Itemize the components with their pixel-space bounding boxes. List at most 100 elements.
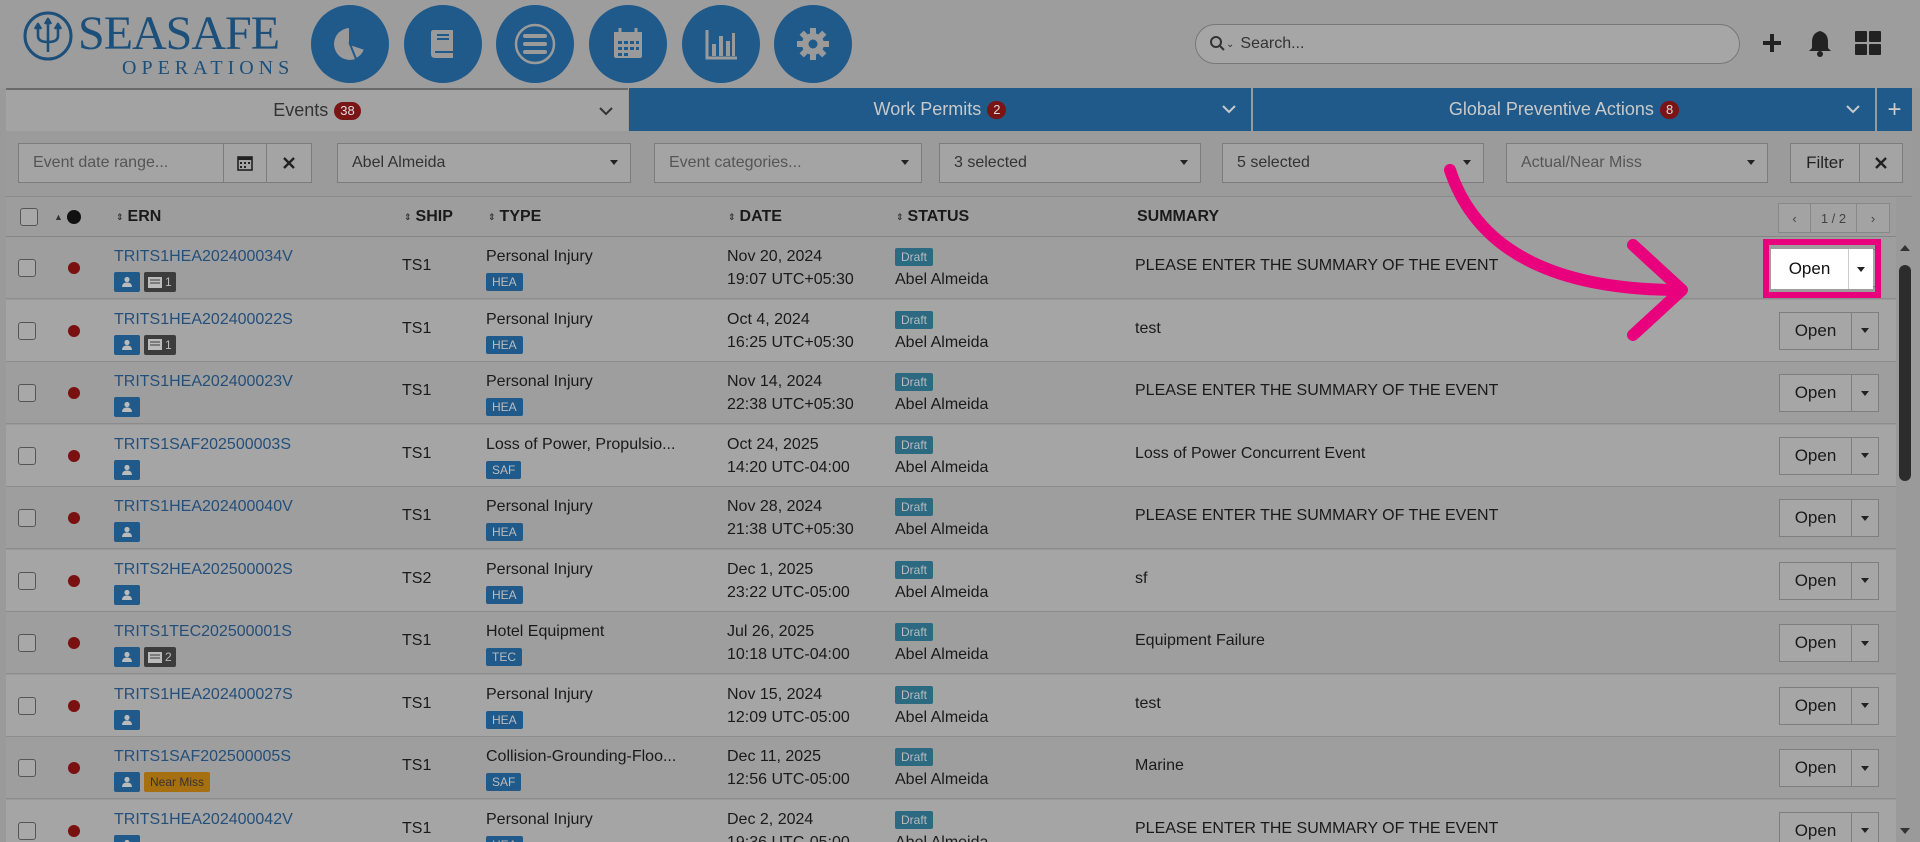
open-button[interactable]: Open <box>1780 375 1852 411</box>
open-dropdown-caret[interactable] <box>1852 375 1878 411</box>
open-button-group[interactable]: Open <box>1779 311 1879 350</box>
open-button[interactable]: Open <box>1780 562 1852 599</box>
comments-badge[interactable]: 1 <box>144 272 176 292</box>
event-categories-select[interactable]: Event categories... <box>654 143 922 183</box>
open-button[interactable]: Open <box>1780 437 1852 474</box>
row-checkbox[interactable] <box>18 509 36 527</box>
row-checkbox[interactable] <box>18 259 36 277</box>
add-tab-button[interactable]: + <box>1877 88 1912 131</box>
open-dropdown-caret[interactable] <box>1852 500 1878 536</box>
menu-nav-button[interactable] <box>496 5 574 83</box>
open-button-group[interactable]: Open <box>1779 436 1879 475</box>
table-row[interactable]: TRITS1TEC202500001S 2 TS1 Hotel Equipment TE… <box>6 612 1896 674</box>
open-button-group[interactable]: Open <box>1779 686 1879 725</box>
table-row[interactable]: TRITS1HEA202400022S 1 TS1 Personal Injury HE… <box>6 299 1896 362</box>
ern-link[interactable]: TRITS1SAF202500005S <box>114 748 291 765</box>
open-button[interactable]: Open <box>1780 500 1852 536</box>
seasafe-logo[interactable]: SEASAFE OPERATIONS <box>22 8 292 78</box>
settings-nav-button[interactable] <box>774 5 852 83</box>
open-button[interactable]: Open <box>1780 750 1852 786</box>
open-dropdown-caret[interactable] <box>1852 813 1878 842</box>
ern-link[interactable]: TRITS2HEA202500002S <box>114 560 293 578</box>
open-dropdown-caret[interactable] <box>1852 750 1878 786</box>
table-row[interactable]: TRITS1HEA202400027S TS1 Personal Injury HEA… <box>6 674 1896 737</box>
reports-nav-button[interactable] <box>682 5 760 83</box>
row-checkbox[interactable] <box>18 571 36 590</box>
open-button[interactable]: Open <box>1780 687 1852 724</box>
table-row[interactable]: TRITS1HEA202400040V TS1 Personal Injury HEA… <box>6 487 1896 549</box>
search-icon[interactable] <box>1208 34 1228 54</box>
search-input[interactable] <box>1240 35 1721 53</box>
open-button[interactable]: Open <box>1780 312 1852 349</box>
prev-page-button[interactable]: ‹ <box>1779 204 1811 232</box>
column-header-status[interactable]: ⇕ STATUS <box>896 197 969 237</box>
person-select[interactable]: Abel Almeida <box>337 143 631 183</box>
row-checkbox[interactable] <box>18 696 36 715</box>
event-date-range-input[interactable]: Event date range... <box>18 143 224 183</box>
ern-link[interactable]: TRITS1HEA202400034V <box>114 248 293 265</box>
ern-link[interactable]: TRITS1HEA202400022S <box>114 310 293 328</box>
column-header-type[interactable]: ⇕ TYPE <box>488 197 541 237</box>
open-button-highlighted[interactable]: Open <box>1771 249 1849 289</box>
calendar-nav-button[interactable] <box>589 5 667 83</box>
open-button-group[interactable]: Open <box>1779 499 1879 537</box>
open-dropdown-caret[interactable] <box>1852 625 1878 661</box>
scroll-thumb[interactable] <box>1899 265 1911 481</box>
open-dropdown-caret-highlighted[interactable] <box>1849 249 1873 289</box>
search-scope-chevron-icon[interactable]: ⌄ <box>1226 38 1235 50</box>
row-checkbox[interactable] <box>18 759 36 777</box>
open-button-group[interactable]: Open <box>1779 374 1879 412</box>
table-row[interactable]: TRITS1SAF202500005S Near Miss TS1 Collision… <box>6 737 1896 799</box>
multi-select-2[interactable]: 5 selected <box>1222 143 1484 183</box>
open-dropdown-caret[interactable] <box>1852 438 1878 474</box>
clear-filters-button[interactable] <box>1859 143 1903 183</box>
comments-badge[interactable]: 2 <box>144 647 176 667</box>
logbook-nav-button[interactable] <box>404 5 482 83</box>
ern-link[interactable]: TRITS1TEC202500001S <box>114 623 292 640</box>
multi-select-1[interactable]: 3 selected <box>939 143 1201 183</box>
dashboard-nav-button[interactable] <box>311 5 389 83</box>
ern-link[interactable]: TRITS1HEA202400040V <box>114 498 293 515</box>
table-scrollbar[interactable] <box>1896 237 1914 842</box>
clear-date-button[interactable] <box>266 143 312 183</box>
column-header-ship[interactable]: ⇕ SHIP <box>404 197 453 237</box>
filter-button[interactable]: Filter <box>1790 143 1860 183</box>
ern-link[interactable]: TRITS1HEA202400042V <box>114 810 293 828</box>
row-checkbox[interactable] <box>18 821 36 840</box>
select-all-checkbox[interactable] <box>20 208 38 226</box>
table-row[interactable]: TRITS1SAF202500003S TS1 Loss of Power, Pro… <box>6 424 1896 487</box>
ern-link[interactable]: TRITS1HEA202400027S <box>114 685 293 703</box>
open-button-group[interactable]: Open <box>1779 561 1879 600</box>
scroll-down-icon[interactable] <box>1900 828 1910 834</box>
scroll-up-icon[interactable] <box>1900 245 1910 251</box>
open-button-group[interactable]: Open <box>1779 749 1879 787</box>
comments-badge[interactable]: 1 <box>144 334 176 355</box>
open-dropdown-caret[interactable] <box>1852 313 1878 349</box>
chevron-down-icon[interactable] <box>1845 101 1861 117</box>
row-checkbox[interactable] <box>18 634 36 652</box>
column-header-ern[interactable]: ⇕ ERN <box>116 197 161 237</box>
tab-work-permits[interactable]: Work Permits 2 <box>629 88 1251 131</box>
status-dot-sort-header[interactable]: ▲ <box>54 197 81 237</box>
global-search[interactable]: ⌄ <box>1195 24 1740 64</box>
open-button-group[interactable]: Open <box>1779 624 1879 662</box>
highlighted-open-button[interactable]: Open <box>1763 239 1881 298</box>
next-page-button[interactable]: › <box>1870 210 1876 226</box>
apps-grid-icon[interactable] <box>1853 28 1883 58</box>
open-button[interactable]: Open <box>1780 812 1852 842</box>
open-button[interactable]: Open <box>1780 625 1852 661</box>
column-header-date[interactable]: ⇕ DATE <box>728 197 782 237</box>
row-checkbox[interactable] <box>18 446 36 465</box>
row-checkbox[interactable] <box>18 384 36 402</box>
open-button-group[interactable]: Open <box>1779 811 1879 842</box>
actual-near-miss-select[interactable]: Actual/Near Miss <box>1506 143 1768 183</box>
chevron-down-icon[interactable] <box>1221 101 1237 117</box>
ern-link[interactable]: TRITS1SAF202500003S <box>114 435 291 453</box>
chevron-down-icon[interactable] <box>598 103 614 119</box>
open-button-group-highlighted[interactable]: Open <box>1771 249 1873 289</box>
table-row[interactable]: TRITS1HEA202400042V TS1 Personal Injury HEA… <box>6 799 1896 842</box>
select-all-checkbox-cell[interactable] <box>20 197 38 237</box>
tab-global-preventive-actions[interactable]: Global Preventive Actions 8 <box>1253 88 1875 131</box>
table-row[interactable]: TRITS2HEA202500002S TS2 Personal Injury HEA… <box>6 549 1896 612</box>
row-checkbox[interactable] <box>18 321 36 340</box>
